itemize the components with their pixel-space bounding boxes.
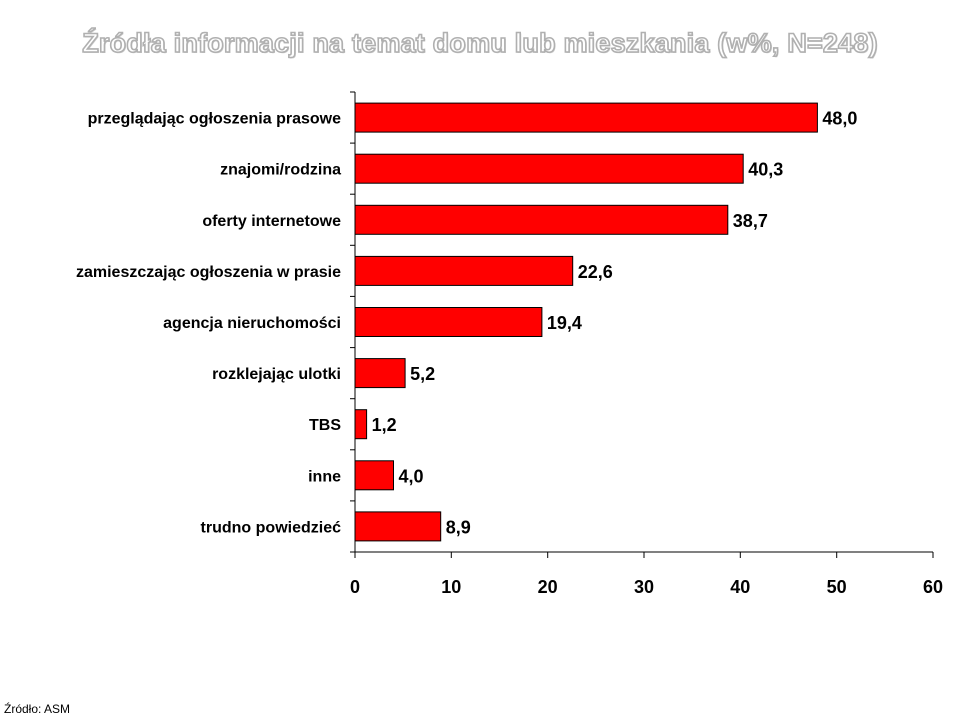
source-note: Źródło: ASM	[4, 702, 71, 716]
value-label: 19,4	[547, 313, 582, 333]
x-tick-label: 60	[923, 577, 943, 597]
bar	[354, 409, 368, 440]
bar	[354, 204, 729, 235]
value-label: 48,0	[822, 109, 857, 129]
category-label: inne	[308, 468, 341, 485]
category-label: TBS	[309, 417, 341, 434]
x-tick-label: 50	[827, 577, 847, 597]
category-label: zamieszczając ogłoszenia w prasie	[76, 264, 341, 281]
x-tick-label: 10	[441, 577, 461, 597]
bar	[354, 460, 394, 491]
value-label: 4,0	[399, 466, 424, 486]
x-tick-label: 40	[730, 577, 750, 597]
value-label: 22,6	[578, 262, 613, 282]
x-tick-label: 0	[350, 577, 360, 597]
bar	[354, 255, 574, 286]
category-label: oferty internetowe	[202, 213, 341, 230]
category-label: trudno powiedzieć	[201, 519, 342, 536]
value-label: 40,3	[748, 160, 783, 180]
x-tick-label: 20	[538, 577, 558, 597]
value-label: 5,2	[410, 364, 435, 384]
value-label: 8,9	[446, 517, 471, 537]
bar	[354, 102, 818, 133]
value-label: 1,2	[372, 415, 397, 435]
bar	[354, 307, 543, 337]
category-label: rozklejając ulotki	[212, 366, 341, 383]
category-label: agencja nieruchomości	[163, 315, 341, 332]
x-tick-label: 30	[634, 577, 654, 597]
bar	[354, 358, 406, 389]
category-label: przeglądając ogłoszenia prasowe	[88, 111, 342, 128]
category-label: znajomi/rodzina	[220, 162, 341, 179]
bar	[354, 153, 744, 184]
bar	[354, 511, 442, 542]
chart-title: Źródła informacji na temat domu lub mies…	[81, 27, 878, 59]
value-label: 38,7	[733, 211, 768, 231]
